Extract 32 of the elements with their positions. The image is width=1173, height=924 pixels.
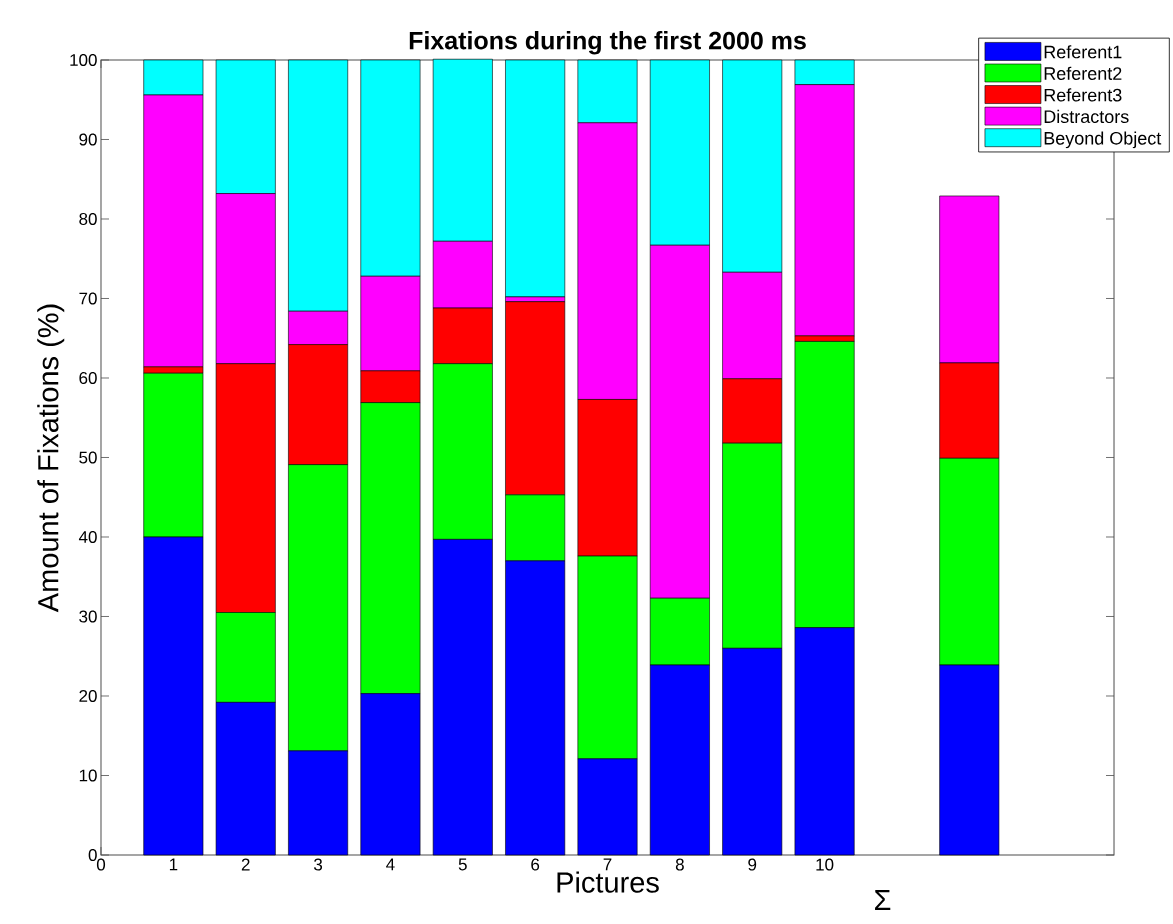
- y-tick-label: 50: [79, 451, 97, 464]
- x-tick-label: 1: [169, 858, 178, 871]
- x-tick-label: 10: [816, 858, 834, 871]
- y-tick-label: 60: [79, 371, 97, 385]
- x-tick-label: 0: [96, 858, 106, 871]
- legend-label: Referent2: [1044, 66, 1122, 80]
- y-tick-label: 10: [79, 769, 97, 782]
- y-tick-label: 80: [79, 212, 97, 226]
- x-tick-label: 4: [386, 858, 395, 871]
- x-axis-title: Pictures: [557, 871, 659, 893]
- legend-label: Referent1: [1044, 45, 1122, 59]
- y-axis-title: Amount of Fixations (%): [37, 304, 65, 613]
- y-tick-label: 40: [78, 530, 97, 544]
- x-tick-label: 9: [748, 858, 757, 871]
- y-tick-label: 20: [79, 689, 97, 703]
- x-tick-label: 3: [313, 858, 323, 871]
- legend-label: Distractors: [1044, 109, 1129, 124]
- chart-title: Fixations during the first 2000 ms: [409, 31, 806, 55]
- y-tick-label: 70: [79, 292, 97, 305]
- x-tick-label: 7: [603, 858, 612, 871]
- x-tick-label: 8: [675, 858, 684, 871]
- y-tick-label: 100: [70, 53, 97, 67]
- text: Σ: [875, 890, 891, 910]
- legend-label: Beyond Object: [1044, 131, 1162, 149]
- x-tick-label: 2: [241, 858, 250, 871]
- x-tick-label: 6: [531, 858, 540, 871]
- bar: [505, 59, 566, 298]
- legend-label: Referent3: [1044, 88, 1122, 102]
- y-tick-label: 90: [79, 133, 97, 146]
- x-tick-label: 5: [458, 858, 467, 871]
- y-tick-label: 0: [88, 848, 97, 862]
- y-tick-label: 30: [79, 610, 97, 623]
